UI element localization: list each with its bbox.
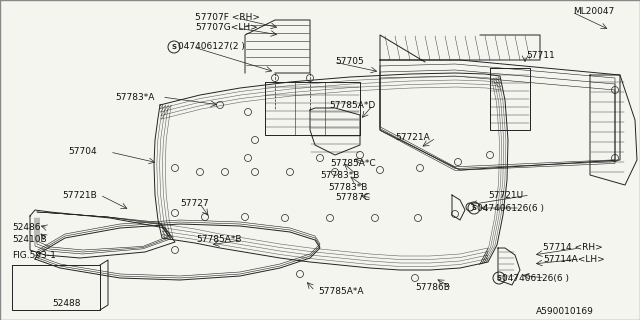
Text: 52410B: 52410B bbox=[12, 235, 47, 244]
Text: 57783*A: 57783*A bbox=[115, 92, 154, 101]
Text: 57785A*A: 57785A*A bbox=[318, 286, 364, 295]
Text: 57705: 57705 bbox=[335, 58, 364, 67]
Text: 57786B: 57786B bbox=[415, 284, 450, 292]
Text: 57707G<LH>: 57707G<LH> bbox=[195, 23, 258, 33]
Text: 047406127(2 ): 047406127(2 ) bbox=[178, 43, 245, 52]
Text: 57721U: 57721U bbox=[488, 190, 523, 199]
Text: 57721B: 57721B bbox=[62, 190, 97, 199]
Text: 52486: 52486 bbox=[12, 223, 40, 233]
Text: S: S bbox=[497, 275, 502, 281]
Text: 57727: 57727 bbox=[180, 199, 209, 209]
Text: 047406126(6 ): 047406126(6 ) bbox=[502, 274, 569, 283]
Text: 57783*B: 57783*B bbox=[328, 182, 367, 191]
Text: 57711: 57711 bbox=[526, 51, 555, 60]
Text: ML20047: ML20047 bbox=[573, 7, 614, 17]
Text: 57783*B: 57783*B bbox=[320, 171, 360, 180]
Text: 57714 <RH>: 57714 <RH> bbox=[543, 244, 603, 252]
Text: 57721A: 57721A bbox=[395, 133, 429, 142]
Text: 57785A*B: 57785A*B bbox=[196, 236, 241, 244]
Text: 52488: 52488 bbox=[52, 299, 81, 308]
Text: 57714A<LH>: 57714A<LH> bbox=[543, 254, 605, 263]
Text: S: S bbox=[472, 205, 477, 211]
Text: 57785A*C: 57785A*C bbox=[330, 158, 376, 167]
Text: FIG.593-1: FIG.593-1 bbox=[12, 251, 56, 260]
Text: 57707F <RH>: 57707F <RH> bbox=[195, 13, 260, 22]
Text: 57787C: 57787C bbox=[335, 194, 370, 203]
Text: 047406126(6 ): 047406126(6 ) bbox=[477, 204, 544, 212]
Text: 57785A*D: 57785A*D bbox=[329, 100, 375, 109]
Text: 57704: 57704 bbox=[68, 148, 97, 156]
Text: A590010169: A590010169 bbox=[536, 307, 594, 316]
Text: S: S bbox=[172, 44, 177, 50]
